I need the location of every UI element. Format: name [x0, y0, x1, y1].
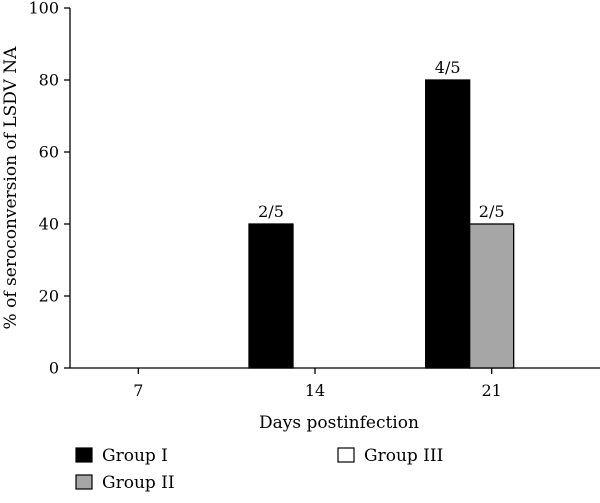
data-label: 2/5	[258, 202, 284, 221]
legend-label: Group III	[364, 446, 443, 466]
data-label: 2/5	[479, 202, 505, 221]
x-tick-label: 21	[481, 381, 501, 400]
bar	[425, 79, 471, 369]
legend-label: Group I	[102, 446, 168, 466]
y-tick-label: 0	[49, 359, 59, 378]
y-tick-label: 40	[39, 215, 59, 234]
y-axis-title: % of seroconversion of LSDV NA	[1, 46, 21, 330]
bar	[469, 223, 515, 369]
legend-swatch	[337, 447, 355, 463]
y-axis: 0 20 40 60 80 100	[28, 0, 71, 378]
y-tick-label: 100	[28, 0, 59, 18]
y-tick-label: 60	[39, 143, 59, 162]
legend-label: Group II	[102, 473, 175, 493]
data-labels: 2/5 4/5 2/5	[258, 58, 504, 221]
x-tick-label: 14	[305, 381, 325, 400]
data-label: 4/5	[435, 58, 461, 77]
x-axis-title: Days postinfection	[259, 413, 419, 433]
bars	[248, 79, 515, 369]
y-tick-label: 80	[39, 71, 59, 90]
x-axis: 7 14 21	[70, 367, 600, 400]
y-tick-label: 20	[39, 287, 59, 306]
bar	[248, 223, 294, 369]
legend: Group I Group II Group III	[75, 446, 443, 493]
legend-swatch	[75, 474, 93, 490]
legend-swatch	[75, 447, 93, 463]
x-tick-label: 7	[133, 381, 143, 400]
